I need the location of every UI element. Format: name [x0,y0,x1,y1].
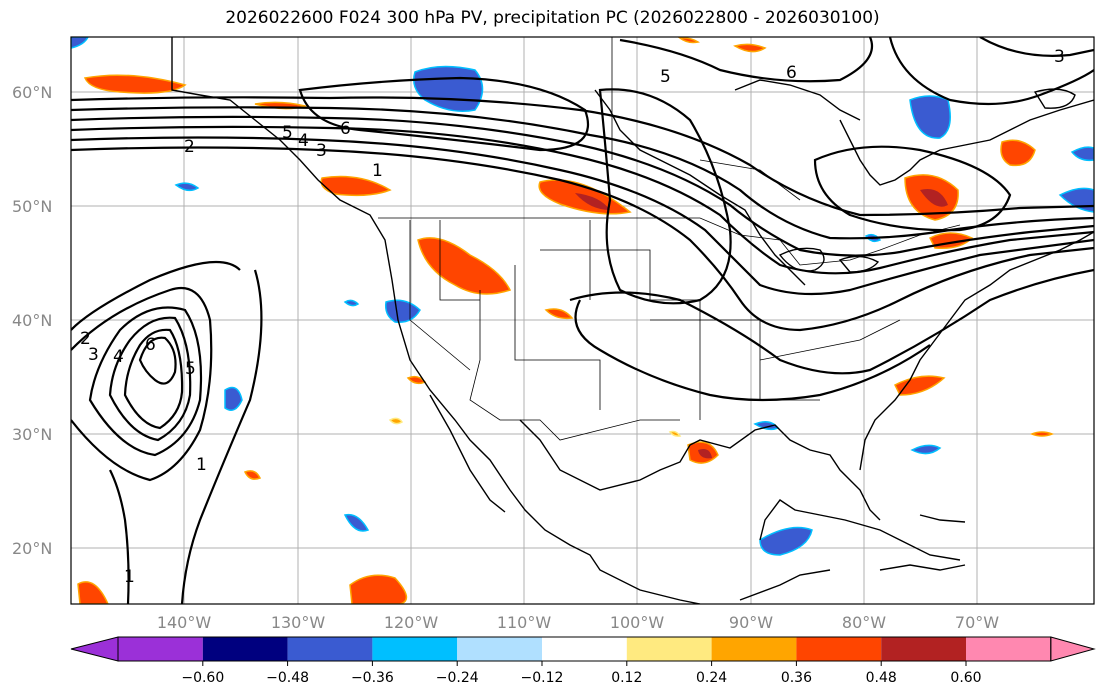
colorbar-cell [118,637,203,661]
colorbar-tick-label: 0.36 [781,670,812,686]
chart-title: 2026022600 F024 300 hPa PV, precipitatio… [225,8,880,28]
colorbar-cell [711,637,797,661]
colorbar-cell [542,637,627,661]
contour-label: 1 [372,161,383,181]
lon-label: 70°W [955,613,999,632]
lat-label: 50°N [12,197,52,216]
colorbar-cell [626,637,712,661]
contour-label: 1 [124,567,135,587]
colorbar-tick-label: 0.48 [866,670,897,686]
colorbar-extend-low [70,636,119,662]
colorbar-extend-high [1050,636,1096,662]
lon-label: 110°W [497,613,552,632]
colorbar-cell [372,637,458,661]
contour-label: 6 [145,335,156,355]
contour-label: 4 [298,131,309,151]
contour-label-group: 6 5 4 3 2 1 6 5 6 5 4 3 2 1 3 1 [80,47,1065,587]
precip-positive-patches [77,37,1055,604]
lat-label: 40°N [12,311,52,330]
latitude-labels: 60°N 50°N 40°N 30°N 20°N [12,83,52,558]
colorbar: −0.60 −0.48 −0.36 −0.24 −0.12 0.12 0.24 … [70,636,1096,686]
contour-label: 5 [185,359,196,379]
colorbar-ticks [202,661,967,666]
colorbar-cell [966,637,1051,661]
contour-label: 6 [786,63,797,83]
colorbar-tick-label: −0.36 [351,670,394,686]
colorbar-tick-label: 0.12 [611,670,642,686]
colorbar-tick-label: −0.24 [436,670,479,686]
colorbar-cell [796,637,882,661]
colorbar-cell [457,637,542,661]
lon-label: 90°W [729,613,773,632]
colorbar-tick-label: −0.12 [521,670,564,686]
map-frame [70,36,1095,605]
lon-label: 140°W [157,613,212,632]
lat-label: 20°N [12,539,52,558]
contour-label: 1 [196,455,207,475]
lat-label: 60°N [12,83,52,102]
contour-label: 3 [316,141,327,161]
colorbar-tick-label: 0.24 [696,670,727,686]
contour-label: 3 [88,345,99,365]
lon-label: 80°W [842,613,886,632]
contour-label: 5 [660,67,671,87]
colorbar-tick-label: −0.48 [266,670,309,686]
colorbar-cell [881,637,966,661]
colorbar-cell [287,637,373,661]
lon-label: 130°W [271,613,326,632]
contour-label: 2 [184,137,195,157]
colorbar-frame [117,636,1052,662]
colorbar-tick-label: −0.60 [181,670,224,686]
colorbar-tick-label: 0.60 [950,670,981,686]
lat-label: 30°N [12,425,52,444]
contour-label: 6 [340,119,351,139]
contour-label: 2 [80,329,91,349]
pv-contours [71,37,1094,604]
contour-label: 3 [1054,47,1065,67]
lon-label: 100°W [610,613,665,632]
political-borders [378,37,961,441]
lon-label: 120°W [384,613,439,632]
colorbar-cell [202,637,288,661]
contour-label: 5 [282,123,293,143]
longitude-labels: 140°W 130°W 120°W 110°W 100°W 90°W 80°W … [157,613,999,632]
contour-label: 4 [113,347,124,367]
